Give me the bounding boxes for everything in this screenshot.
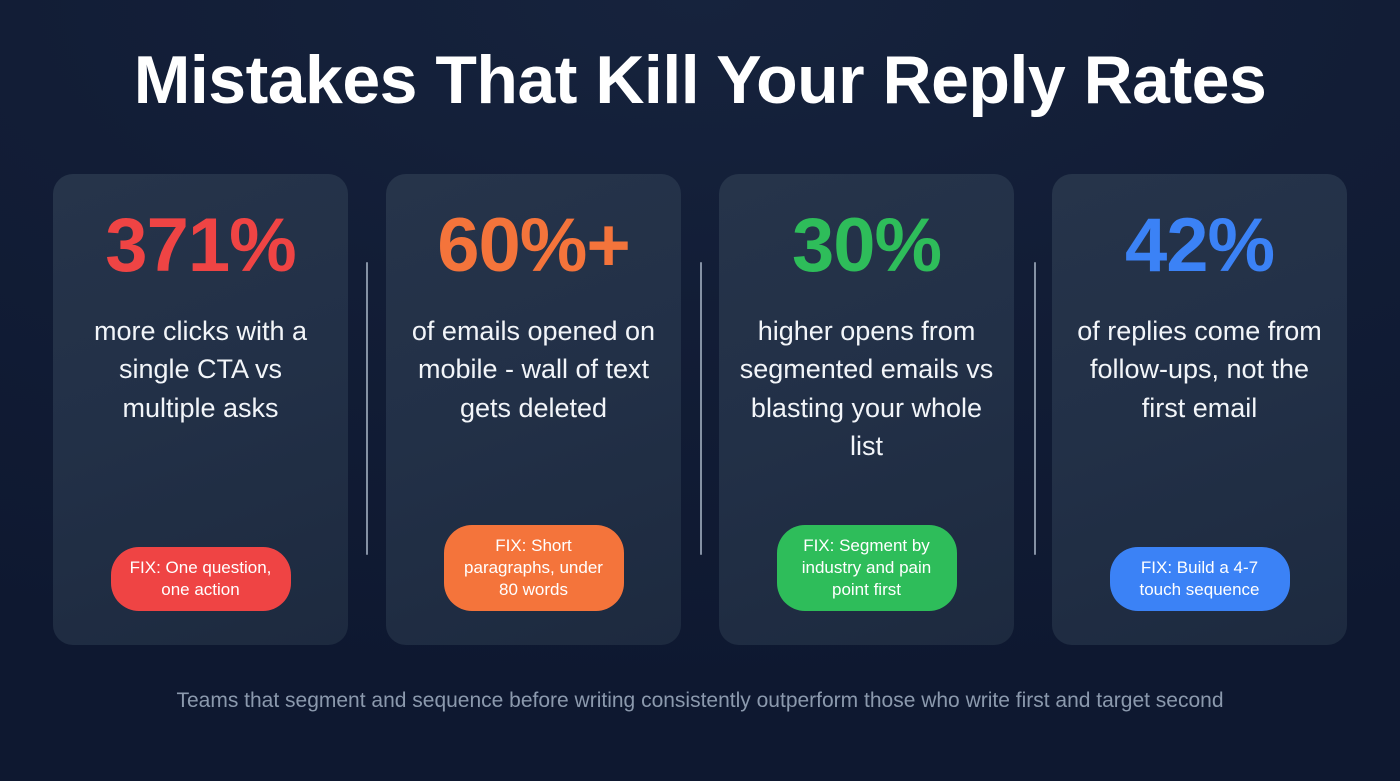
fix-badge: FIX: One question, one action — [110, 546, 291, 611]
card-divider — [1034, 262, 1036, 555]
stat-description: higher opens from segmented emails vs bl… — [739, 316, 994, 461]
page-title: Mistakes That Kill Your Reply Rates — [133, 42, 1267, 118]
stat-card: 60%+ of emails opened on mobile - wall o… — [386, 174, 681, 645]
stat-description: of replies come from follow-ups, not the… — [1077, 316, 1322, 423]
stat-card: 42% of replies come from follow-ups, not… — [1052, 174, 1347, 645]
stat-value: 30% — [791, 203, 942, 288]
stat-card: 371% more clicks with a single CTA vs mu… — [53, 174, 348, 645]
stat-value: 42% — [1124, 203, 1275, 288]
stat-card-list: 371% more clicks with a single CTA vs mu… — [53, 174, 1347, 645]
fix-badge: FIX: Build a 4-7 touch sequence — [1109, 546, 1290, 611]
stat-value: 371% — [105, 203, 296, 288]
stat-description: more clicks with a single CTA vs multipl… — [93, 316, 308, 423]
fix-badge: FIX: Short paragraphs, under 80 words — [443, 524, 624, 611]
card-divider — [366, 262, 368, 555]
footer-note: Teams that segment and sequence before w… — [176, 689, 1224, 712]
stat-value: 60%+ — [437, 203, 630, 288]
stat-card: 30% higher opens from segmented emails v… — [719, 174, 1014, 645]
fix-badge: FIX: Segment by industry and pain point … — [776, 524, 957, 611]
card-divider — [700, 262, 702, 555]
stat-description: of emails opened on mobile - wall of tex… — [411, 316, 656, 423]
